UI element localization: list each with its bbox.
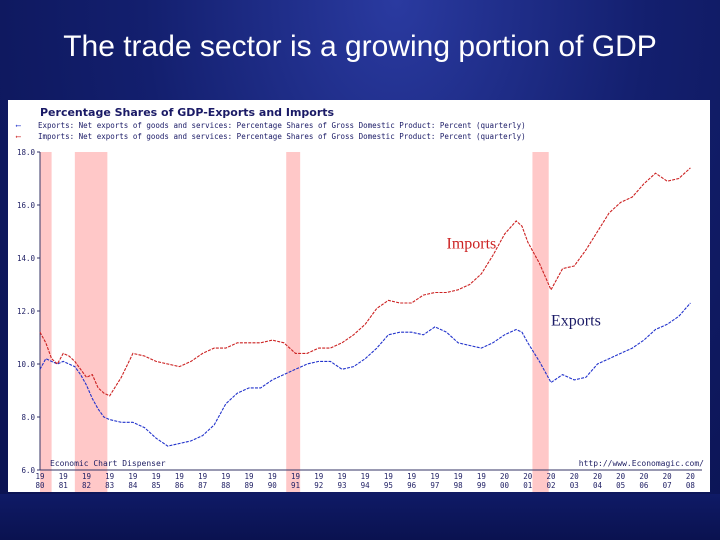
legend-arrow-icon: ⟵ bbox=[16, 132, 21, 141]
x-tick-label: 19 bbox=[291, 472, 300, 481]
x-tick-label: 88 bbox=[221, 481, 231, 490]
chart-source-left: Economic Chart Dispenser bbox=[50, 459, 166, 468]
x-tick-label: 19 bbox=[430, 472, 439, 481]
x-tick-label: 82 bbox=[82, 481, 91, 490]
x-tick-label: 19 bbox=[59, 472, 68, 481]
x-tick-label: 19 bbox=[477, 472, 486, 481]
y-tick-label: 14.0 bbox=[17, 254, 36, 263]
x-tick-label: 20 bbox=[500, 472, 510, 481]
x-tick-label: 19 bbox=[105, 472, 114, 481]
x-tick-label: 19 bbox=[245, 472, 254, 481]
chart-source-right: http://www.Economagic.com/ bbox=[579, 459, 704, 468]
x-tick-label: 19 bbox=[361, 472, 370, 481]
x-tick-label: 20 bbox=[570, 472, 580, 481]
x-tick-label: 20 bbox=[686, 472, 696, 481]
recession-band bbox=[40, 152, 52, 492]
recession-band bbox=[532, 152, 549, 492]
annotations: Imports Exports bbox=[446, 236, 600, 330]
chart-title: Percentage Shares of GDP-Exports and Imp… bbox=[40, 106, 335, 119]
x-tick-label: 19 bbox=[314, 472, 323, 481]
legend-imports-label: Imports: Net exports of goods and servic… bbox=[38, 132, 526, 141]
x-tick-label: 08 bbox=[686, 481, 696, 490]
series-line-imports bbox=[39, 167, 691, 397]
x-tick-label: 93 bbox=[337, 481, 346, 490]
x-tick-label: 20 bbox=[593, 472, 603, 481]
x-tick-label: 91 bbox=[291, 481, 300, 490]
x-tick-label: 20 bbox=[616, 472, 626, 481]
x-tick-label: 19 bbox=[454, 472, 463, 481]
y-tick-label: 10.0 bbox=[17, 360, 36, 369]
chart-panel: 18.0 16.0 14.0 12.0 10.0 8.0 6.0 19 80 19 81 19 82 19… bbox=[8, 100, 710, 492]
x-tick-label: 19 bbox=[268, 472, 277, 481]
y-tick-label: 18.0 bbox=[17, 148, 36, 157]
x-tick-label: 97 bbox=[430, 481, 439, 490]
tick-labels: 18.016.014.012.010.08.06.019801981198219… bbox=[17, 148, 704, 490]
series-line-exports bbox=[39, 302, 691, 447]
x-tick-label: 19 bbox=[128, 472, 137, 481]
slide-footer-band bbox=[0, 494, 720, 540]
x-tick-label: 04 bbox=[593, 481, 603, 490]
y-tick-label: 6.0 bbox=[21, 466, 35, 475]
x-tick-label: 19 bbox=[221, 472, 230, 481]
x-tick-label: 19 bbox=[82, 472, 91, 481]
slide-title: The trade sector is a growing portion of… bbox=[63, 30, 657, 63]
legend-imports: ⟵ Imports: Net exports of goods and servi… bbox=[16, 132, 526, 141]
x-tick-label: 92 bbox=[314, 481, 323, 490]
annotation-imports: Imports bbox=[446, 236, 496, 253]
x-tick-label: 02 bbox=[547, 481, 556, 490]
x-tick-label: 81 bbox=[59, 481, 68, 490]
x-tick-label: 20 bbox=[547, 472, 557, 481]
x-tick-label: 19 bbox=[337, 472, 346, 481]
x-tick-label: 20 bbox=[663, 472, 673, 481]
x-tick-label: 01 bbox=[523, 481, 532, 490]
y-tick-label: 16.0 bbox=[17, 201, 36, 210]
legend-exports-label: Exports: Net exports of goods and servic… bbox=[38, 121, 526, 130]
x-tick-label: 87 bbox=[198, 481, 207, 490]
x-tick-label: 95 bbox=[384, 481, 393, 490]
x-tick-label: 94 bbox=[361, 481, 371, 490]
x-tick-label: 80 bbox=[35, 481, 45, 490]
recession-bands bbox=[40, 152, 549, 492]
annotation-exports: Exports bbox=[551, 313, 601, 330]
x-tick-label: 19 bbox=[152, 472, 161, 481]
axes bbox=[39, 152, 702, 471]
series-lines bbox=[39, 167, 691, 447]
x-tick-label: 99 bbox=[477, 481, 486, 490]
x-tick-label: 86 bbox=[175, 481, 185, 490]
recession-band bbox=[74, 152, 108, 492]
x-tick-label: 20 bbox=[639, 472, 649, 481]
y-tick-label: 8.0 bbox=[21, 413, 35, 422]
x-tick-label: 89 bbox=[245, 481, 254, 490]
legend-exports: ⟵ Exports: Net exports of goods and servi… bbox=[16, 121, 526, 130]
x-tick-label: 00 bbox=[500, 481, 510, 490]
x-tick-label: 05 bbox=[616, 481, 625, 490]
x-tick-label: 19 bbox=[175, 472, 184, 481]
x-tick-label: 07 bbox=[663, 481, 672, 490]
legend-arrow-icon: ⟵ bbox=[16, 121, 21, 130]
x-tick-label: 19 bbox=[407, 472, 416, 481]
x-tick-label: 19 bbox=[384, 472, 393, 481]
x-tick-label: 90 bbox=[268, 481, 278, 490]
x-tick-label: 03 bbox=[570, 481, 579, 490]
x-tick-label: 83 bbox=[105, 481, 114, 490]
x-tick-label: 19 bbox=[198, 472, 207, 481]
recession-band bbox=[286, 152, 301, 492]
x-tick-label: 84 bbox=[128, 481, 138, 490]
x-tick-label: 06 bbox=[639, 481, 649, 490]
x-tick-label: 85 bbox=[152, 481, 161, 490]
line-chart: 18.016.014.012.010.08.06.019801981198219… bbox=[17, 148, 704, 492]
x-tick-label: 96 bbox=[407, 481, 417, 490]
x-tick-label: 98 bbox=[454, 481, 464, 490]
x-tick-label: 19 bbox=[35, 472, 44, 481]
chart-header: Percentage Shares of GDP-Exports and Imp… bbox=[16, 106, 526, 141]
y-tick-label: 12.0 bbox=[17, 307, 36, 316]
x-tick-label: 20 bbox=[523, 472, 533, 481]
